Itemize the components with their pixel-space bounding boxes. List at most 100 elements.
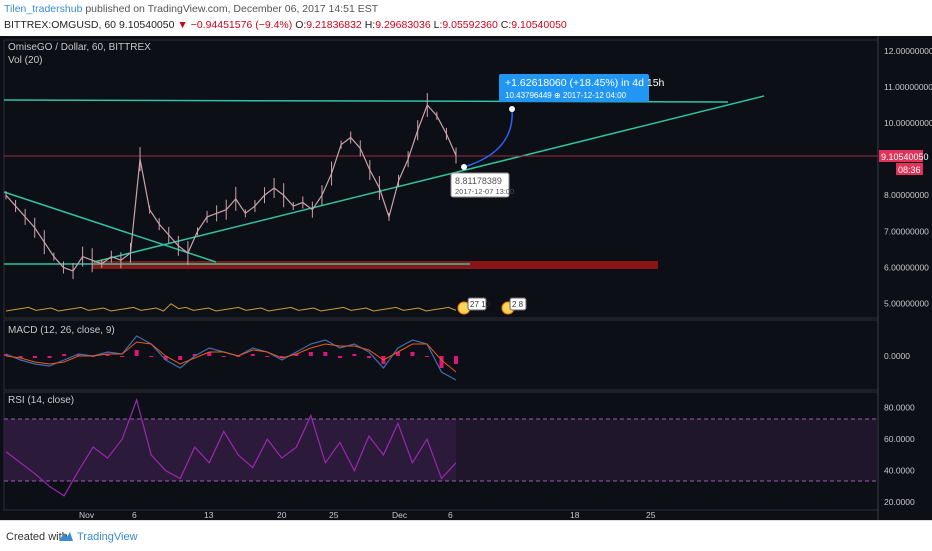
price-tick-label: 10.00000000 bbox=[884, 118, 932, 128]
chart-area[interactable]: OmiseGO / Dollar, 60, BITTREX Vol (20) M… bbox=[0, 36, 932, 520]
time-tick-label: 6 bbox=[132, 510, 137, 520]
start-value-text: 8.81178389 bbox=[455, 176, 502, 186]
macd-histogram-bar bbox=[207, 352, 212, 356]
price-line bbox=[5, 103, 457, 272]
macd-histogram-bar bbox=[76, 354, 81, 356]
publish-line: Tilen_tradershub published on TradingVie… bbox=[4, 3, 378, 15]
macd-axis[interactable]: 0.0000 bbox=[884, 351, 910, 361]
signal-line bbox=[5, 341, 457, 373]
time-tick-label: 25 bbox=[646, 510, 656, 520]
rsi-tick-label: 80.0000 bbox=[884, 403, 915, 413]
last-price: 9.10540050 bbox=[118, 19, 175, 31]
rsi-series bbox=[5, 397, 457, 497]
macd-histogram-bar bbox=[149, 356, 154, 357]
event-label-a-box bbox=[467, 297, 487, 311]
footer: Created with TradingView bbox=[0, 520, 932, 551]
time-tick-label: Nov bbox=[79, 510, 95, 520]
price-tick-label: 12.00000000 bbox=[884, 46, 932, 56]
event-label-b: 2 8 bbox=[512, 300, 524, 309]
time-tick-label: 18 bbox=[570, 510, 580, 520]
rsi-axis[interactable]: 80.0000 60.0000 40.0000 20.0000 bbox=[884, 403, 915, 507]
macd-histogram-bar bbox=[33, 356, 38, 358]
projection-end-point[interactable] bbox=[509, 106, 515, 112]
ascending-trendline[interactable] bbox=[93, 95, 765, 263]
price-axis[interactable]: 12.00000000 11.00000000 10.00000000 8.00000… bbox=[884, 46, 932, 309]
macd-histogram-bar bbox=[192, 354, 197, 356]
time-axis[interactable]: Nov 6 13 20 25 Dec 6 18 25 bbox=[79, 510, 656, 520]
start-label-box bbox=[450, 172, 510, 198]
macd-histogram-bar bbox=[4, 354, 8, 356]
tradingview-logo-icon bbox=[59, 532, 73, 541]
high-label: H: bbox=[364, 19, 376, 31]
tradingview-link[interactable]: TradingView bbox=[77, 531, 138, 543]
volume-line bbox=[5, 303, 457, 312]
start-date-text: 2017-12-07 13:00 bbox=[455, 187, 514, 196]
macd-histogram-bar bbox=[439, 356, 444, 368]
symbol-line: BITTREX:OMGUSD, 60 9.10540050 ▼ −0.94451… bbox=[4, 19, 567, 31]
publish-header: Tilen_tradershub published on TradingVie… bbox=[0, 0, 932, 36]
event-label-a: 27 10 bbox=[470, 300, 491, 309]
macd-histogram-bar bbox=[279, 356, 284, 358]
macd-histogram-bar bbox=[163, 356, 168, 360]
rsi-tick-label: 40.0000 bbox=[884, 466, 915, 476]
projection-main-text: +1.62618060 (+18.45%) in 4d 15h bbox=[505, 77, 665, 89]
last-price-tag bbox=[879, 150, 923, 162]
event-label-b-box bbox=[509, 297, 527, 311]
price-series bbox=[5, 92, 457, 280]
volume-series bbox=[5, 303, 457, 312]
open-label: O: bbox=[295, 19, 307, 31]
time-tick-label: Dec bbox=[392, 510, 408, 520]
time-tick-label: 20 bbox=[277, 510, 287, 520]
down-triangle-icon: ▼ bbox=[177, 19, 188, 31]
macd-histogram-bar bbox=[250, 354, 255, 356]
macd-histogram-bar bbox=[221, 356, 226, 357]
macd-histogram-bar bbox=[134, 350, 139, 356]
macd-histogram-bar bbox=[424, 356, 429, 357]
macd-histogram-bar bbox=[105, 354, 110, 356]
macd-series bbox=[4, 335, 458, 381]
projection-label-box bbox=[499, 74, 649, 102]
macd-histogram-bar bbox=[62, 354, 67, 356]
vol-legend: Vol (20) bbox=[8, 55, 42, 66]
macd-histogram-bar bbox=[337, 356, 342, 358]
price-tick-label: 5.00000000 bbox=[884, 299, 929, 309]
low-value: 9.05592360 bbox=[442, 19, 498, 31]
chart-svg[interactable]: OmiseGO / Dollar, 60, BITTREX Vol (20) M… bbox=[0, 36, 932, 520]
price-tick-label: 7.00000000 bbox=[884, 226, 929, 236]
macd-histogram-bar bbox=[410, 352, 415, 356]
descending-trendline[interactable] bbox=[3, 191, 217, 263]
main-legend: OmiseGO / Dollar, 60, BITTREX bbox=[8, 42, 151, 53]
countdown-text: 08:36 bbox=[898, 165, 921, 175]
macd-histogram-bar bbox=[178, 356, 183, 360]
symbol-label: BITTREX:OMGUSD, 60 bbox=[4, 19, 117, 31]
rsi-tick-label: 60.0000 bbox=[884, 434, 915, 444]
projection-start-point[interactable] bbox=[461, 164, 467, 170]
macd-histogram-bar bbox=[120, 356, 125, 357]
published-text: published on TradingView.com, December 0… bbox=[85, 3, 379, 15]
macd-histogram-bar bbox=[47, 356, 52, 358]
price-tick-label: 6.00000000 bbox=[884, 262, 929, 272]
author-link[interactable]: Tilen_tradershub bbox=[4, 3, 83, 15]
price-tick-label: 8.00000000 bbox=[884, 190, 929, 200]
created-with-text: Created with bbox=[6, 531, 68, 543]
time-tick-label: 25 bbox=[329, 510, 339, 520]
projection-curve[interactable] bbox=[463, 108, 513, 168]
macd-histogram-bar bbox=[308, 352, 313, 356]
macd-histogram-bar bbox=[18, 356, 23, 358]
macd-histogram-bar bbox=[366, 356, 371, 358]
support-zone[interactable] bbox=[92, 261, 658, 269]
macd-tick-label: 0.0000 bbox=[884, 351, 910, 361]
macd-histogram-bar bbox=[395, 352, 400, 356]
macd-histogram-bar bbox=[323, 352, 328, 356]
time-tick-label: 13 bbox=[204, 510, 214, 520]
open-value: 9.21836832 bbox=[306, 19, 362, 31]
price-tick-label: 11.00000000 bbox=[884, 82, 932, 92]
last-price-tag-text: 9.10540050 bbox=[881, 152, 929, 162]
main-pane[interactable] bbox=[3, 39, 879, 319]
rsi-legend: RSI (14, close) bbox=[8, 395, 74, 406]
change-value: −0.94451576 (−9.4%) bbox=[190, 19, 293, 31]
macd-histogram-bar bbox=[454, 356, 458, 364]
macd-histogram-bar bbox=[352, 354, 357, 356]
projection-sub-text: 10.43796449 ⊕ 2017-12-12 04:00 bbox=[505, 91, 627, 100]
countdown-tag bbox=[896, 163, 923, 175]
